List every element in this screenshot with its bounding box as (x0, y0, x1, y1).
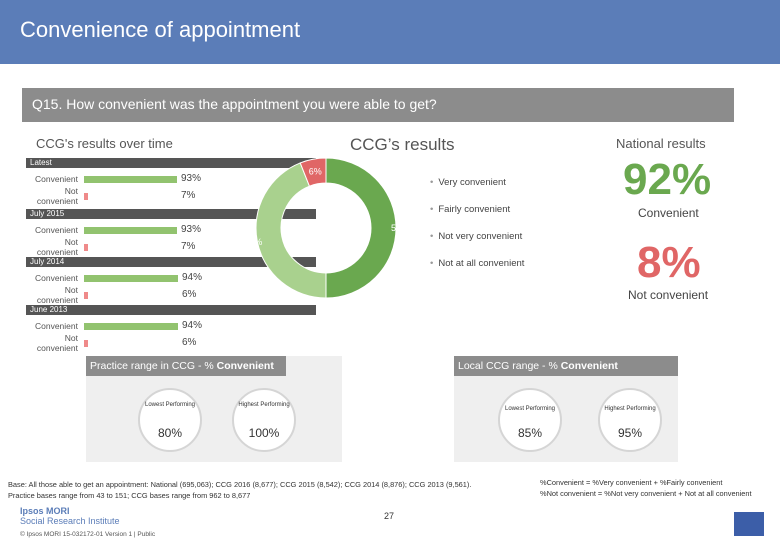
convenient-bar (84, 323, 178, 330)
legend-item: • Very convenient (430, 177, 506, 188)
page-number: 27 (384, 511, 395, 521)
base-note-1: Base: All those able to get an appointme… (8, 480, 472, 489)
legend-item: • Not at all convenient (430, 258, 524, 269)
question-text: Q15. How convenient was the appointment … (32, 96, 437, 112)
national-not-value: 8% (637, 238, 701, 287)
local-highest-circle (598, 388, 662, 452)
national-results-heading: National results (616, 136, 706, 151)
legend-label: Not at all convenient (438, 258, 525, 269)
practice-lowest-label: Lowest Performing (144, 402, 196, 408)
local-lowest-circle (498, 388, 562, 452)
practice-range-title-prefix: Practice range in CCG - % (90, 360, 217, 372)
local-range-title-bold: Convenient (560, 360, 618, 372)
not-convenient-bar (84, 193, 89, 200)
practice-range-header: Practice range in CCG - % Convenient (86, 356, 286, 376)
legend-bullet-icon: • (430, 204, 434, 215)
title-bar: Convenience of appointment (0, 0, 780, 64)
definition-note-2: %Not convenient = %Not very convenient +… (540, 489, 752, 498)
over-time-heading: CCG's results over time (36, 136, 173, 151)
practice-lowest-circle (138, 388, 202, 452)
period-bar: Latest (26, 158, 316, 168)
national-convenient-value: 92% (623, 155, 712, 204)
practice-lowest-value: 80% (157, 426, 183, 440)
practice-range-panel: Practice range in CCG - % Convenient Low… (86, 356, 342, 462)
convenient-row-label: Convenient (34, 321, 78, 331)
period-bar: July 2015 (26, 209, 316, 219)
page-title: Convenience of appointment (20, 17, 301, 42)
ipsos-mori-logo: Ipsos MORI Social Research Institute (20, 506, 120, 526)
ipsos-icon (734, 512, 764, 536)
legend-label: Not very convenient (438, 231, 523, 242)
convenient-value: 93% (181, 224, 202, 235)
not-convenient-value: 6% (182, 337, 197, 348)
definition-note-1: %Convenient = %Very convenient + %Fairly… (540, 478, 723, 487)
logo-line-1: Ipsos MORI (20, 506, 70, 516)
local-range-title: Local CCG range - % Convenient (458, 360, 618, 372)
period-label: June 2013 (30, 305, 68, 314)
practice-highest-label: Highest Performing (238, 402, 290, 408)
practice-range-title-bold: Convenient (216, 360, 274, 372)
not-convenient-row-label: Not convenient (36, 186, 78, 206)
legend-item: • Not very convenient (430, 231, 522, 242)
local-lowest-value: 85% (517, 426, 543, 440)
national-not-label: Not convenient (628, 288, 709, 302)
practice-highest-value: 100% (248, 426, 280, 440)
legend-bullet-icon: • (430, 231, 434, 242)
period-label: July 2015 (30, 209, 65, 218)
local-lowest-label: Lowest Performing (504, 406, 556, 412)
donut-slice-label: 50% (391, 223, 409, 233)
not-convenient-row-label: Not convenient (36, 333, 78, 353)
legend-item: • Fairly convenient (430, 204, 510, 215)
convenient-value: 94% (182, 320, 203, 331)
convenient-bar (84, 176, 177, 183)
convenient-value: 94% (182, 272, 203, 283)
local-range-title-prefix: Local CCG range - % (458, 360, 561, 372)
convenient-bar (84, 275, 178, 282)
donut-slice (325, 157, 397, 299)
not-convenient-value: 7% (181, 241, 196, 252)
convenient-value: 93% (181, 173, 202, 184)
local-highest-value: 95% (617, 426, 643, 440)
not-convenient-bar (84, 292, 88, 299)
period-label: Latest (30, 158, 52, 167)
donut-slice-label: 6% (309, 167, 322, 177)
local-highest-label: Highest Performing (604, 406, 656, 412)
convenient-row-label: Convenient (34, 174, 78, 184)
donut-slice-label: 44% (244, 237, 262, 247)
local-range-header: Local CCG range - % Convenient (454, 356, 678, 376)
legend-label: Very convenient (438, 177, 506, 188)
period-label: July 2014 (30, 257, 65, 266)
convenient-row-label: Convenient (34, 273, 78, 283)
ccg-results-heading: CCG’s results (350, 135, 455, 154)
period-bar: June 2013 (26, 305, 316, 315)
not-convenient-value: 7% (181, 190, 196, 201)
legend-label: Fairly convenient (438, 204, 511, 215)
not-convenient-row-label: Not convenient (36, 237, 78, 257)
national-convenient-label: Convenient (638, 206, 699, 220)
copyright-text: © Ipsos MORI 15-032172-01 Version 1 | Pu… (20, 531, 156, 538)
period-bar: July 2014 (26, 257, 316, 267)
not-convenient-row-label: Not convenient (36, 285, 78, 305)
not-convenient-bar (84, 244, 89, 251)
not-convenient-value: 6% (182, 289, 197, 300)
convenient-row-label: Convenient (34, 225, 78, 235)
donut-slice (255, 162, 327, 299)
practice-highest-circle (232, 388, 296, 452)
legend-bullet-icon: • (430, 258, 434, 269)
question-bar: Q15. How convenient was the appointment … (22, 88, 734, 122)
not-convenient-bar (84, 340, 88, 347)
practice-range-title: Practice range in CCG - % Convenient (90, 360, 274, 372)
local-range-panel: Local CCG range - % Convenient Lowest Pe… (454, 356, 678, 462)
legend-bullet-icon: • (430, 177, 434, 188)
convenient-bar (84, 227, 177, 234)
logo-line-2: Social Research Institute (20, 516, 120, 526)
base-note-2: Practice bases range from 43 to 151; CCG… (8, 491, 251, 500)
